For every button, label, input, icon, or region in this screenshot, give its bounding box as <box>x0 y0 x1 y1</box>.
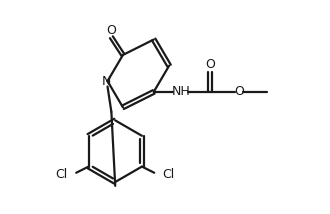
Text: Cl: Cl <box>55 168 68 181</box>
Text: O: O <box>205 58 215 71</box>
Text: N: N <box>102 75 112 88</box>
Text: NH: NH <box>171 85 190 98</box>
Text: O: O <box>234 85 244 98</box>
Text: O: O <box>107 24 116 37</box>
Text: Cl: Cl <box>163 168 175 181</box>
